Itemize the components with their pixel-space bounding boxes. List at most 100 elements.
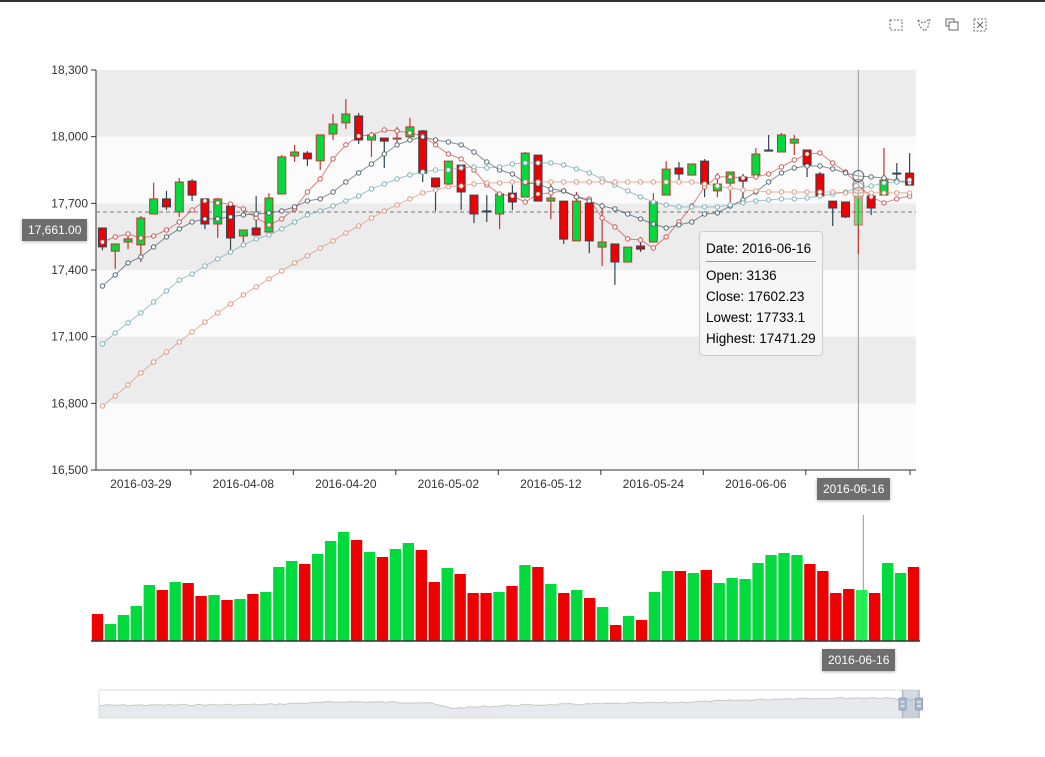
volume-bar[interactable] <box>350 540 363 641</box>
volume-bar[interactable] <box>584 598 596 641</box>
candle[interactable] <box>328 114 338 140</box>
candle[interactable] <box>623 246 633 263</box>
candle[interactable] <box>290 145 300 162</box>
volume-bar[interactable] <box>596 607 609 641</box>
volume-bar[interactable] <box>700 570 712 641</box>
candle[interactable] <box>187 179 197 202</box>
volume-bar[interactable] <box>91 614 104 641</box>
candle[interactable] <box>277 155 287 195</box>
volume-bar[interactable] <box>299 564 311 641</box>
volume-bar[interactable] <box>545 584 557 641</box>
volume-bar[interactable] <box>337 532 350 641</box>
volume-bar[interactable] <box>687 573 699 641</box>
volume-bar[interactable] <box>441 568 453 641</box>
keep-selection-icon[interactable] <box>944 17 960 33</box>
data-zoom-slider[interactable] <box>98 689 923 719</box>
volume-bar[interactable] <box>286 561 298 641</box>
volume-bar[interactable] <box>156 590 168 641</box>
data-zoom-end-handle[interactable] <box>915 690 923 718</box>
volume-bar[interactable] <box>247 594 259 641</box>
volume-bar[interactable] <box>260 592 272 641</box>
volume-bar[interactable] <box>480 593 492 641</box>
volume-bar[interactable] <box>182 583 194 641</box>
volume-bar[interactable] <box>894 573 907 641</box>
candle[interactable] <box>469 194 479 224</box>
candle[interactable] <box>354 112 364 144</box>
volume-bar[interactable] <box>324 541 337 641</box>
volume-bar[interactable] <box>713 583 725 641</box>
volume-bar[interactable] <box>389 549 402 641</box>
volume-bar[interactable] <box>130 606 143 641</box>
volume-bar[interactable] <box>506 586 518 641</box>
volume-bar[interactable] <box>273 567 285 641</box>
volume-bar[interactable] <box>648 592 661 641</box>
candle[interactable] <box>520 152 530 198</box>
volume-bar[interactable] <box>169 582 181 641</box>
candle[interactable] <box>841 201 851 218</box>
candle[interactable] <box>110 243 120 269</box>
volume-bar[interactable] <box>402 543 415 641</box>
volume-bar[interactable] <box>674 571 687 641</box>
data-zoom-start-handle[interactable] <box>898 690 907 718</box>
candle[interactable] <box>764 134 774 152</box>
volume-bar[interactable] <box>726 578 738 641</box>
candle[interactable] <box>341 99 351 129</box>
candle[interactable] <box>482 195 492 222</box>
candle[interactable] <box>571 192 581 242</box>
candle[interactable] <box>610 243 620 285</box>
data-zoom-selected-range[interactable] <box>902 690 919 718</box>
volume-bar[interactable] <box>415 550 427 641</box>
volume-bar[interactable] <box>856 590 868 641</box>
volume-bar[interactable] <box>778 553 790 641</box>
volume-bar[interactable] <box>661 571 674 641</box>
candle[interactable] <box>674 162 684 180</box>
volume-bar[interactable] <box>843 589 855 641</box>
candle[interactable] <box>853 195 863 255</box>
candle[interactable] <box>687 163 697 176</box>
volume-bar[interactable] <box>104 624 117 641</box>
volume-bar[interactable] <box>208 595 220 641</box>
volume-bar[interactable] <box>363 552 376 641</box>
clear-selection-icon[interactable] <box>972 17 988 33</box>
candle[interactable] <box>431 177 441 211</box>
volume-bar[interactable] <box>635 620 648 641</box>
volume-bar[interactable] <box>881 563 894 641</box>
volume-bar[interactable] <box>765 555 777 641</box>
volume-bar[interactable] <box>195 596 207 641</box>
handle-grip[interactable] <box>915 697 923 711</box>
volume-bar[interactable] <box>117 615 130 641</box>
candle[interactable] <box>776 132 786 153</box>
volume-bar[interactable] <box>454 574 466 641</box>
candle[interactable] <box>559 200 569 244</box>
volume-bar[interactable] <box>532 567 544 641</box>
volume-bar[interactable] <box>312 554 324 641</box>
volume-bar[interactable] <box>376 557 389 641</box>
volume-bar[interactable] <box>609 625 622 641</box>
volume-bar[interactable] <box>791 555 803 641</box>
candle[interactable] <box>174 178 184 217</box>
lasso-select-icon[interactable] <box>916 17 932 33</box>
candle[interactable] <box>97 227 107 251</box>
candle[interactable] <box>828 200 838 226</box>
volume-bar[interactable] <box>519 565 531 641</box>
volume-bar[interactable] <box>907 567 920 641</box>
handle-grip[interactable] <box>898 697 907 711</box>
rect-select-icon[interactable] <box>888 17 904 33</box>
volume-bar[interactable] <box>752 563 764 641</box>
volume-bar[interactable] <box>467 593 479 641</box>
volume-bar[interactable] <box>571 590 583 641</box>
volume-bar[interactable] <box>221 600 233 641</box>
volume-bar[interactable] <box>804 564 816 641</box>
volume-bar[interactable] <box>622 616 635 641</box>
candle[interactable] <box>789 134 799 156</box>
candle[interactable] <box>597 203 607 266</box>
candle[interactable] <box>161 190 171 210</box>
volume-bar[interactable] <box>234 599 246 641</box>
volume-bar[interactable] <box>428 582 440 641</box>
volume-bar[interactable] <box>493 592 505 641</box>
candle[interactable] <box>315 134 325 170</box>
volume-bar[interactable] <box>830 593 842 641</box>
candle[interactable] <box>238 229 248 242</box>
volume-bar[interactable] <box>868 593 881 641</box>
